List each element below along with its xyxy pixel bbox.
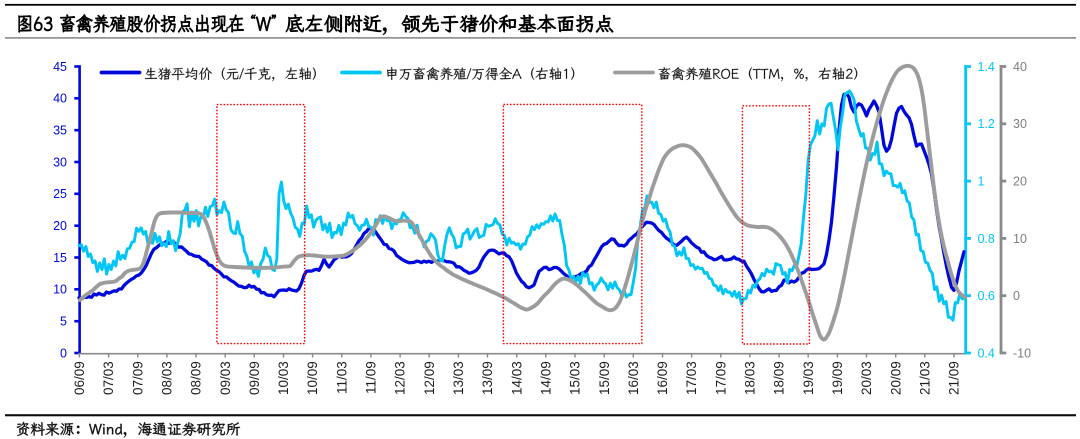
svg-text:0.8: 0.8 bbox=[978, 232, 995, 246]
svg-text:10/03: 10/03 bbox=[276, 361, 291, 395]
svg-text:40: 40 bbox=[53, 92, 67, 106]
svg-text:10: 10 bbox=[53, 283, 67, 297]
svg-text:15/03: 15/03 bbox=[568, 361, 583, 395]
svg-text:20: 20 bbox=[1013, 175, 1027, 189]
svg-text:20/03: 20/03 bbox=[859, 361, 874, 395]
svg-text:35: 35 bbox=[53, 124, 67, 138]
svg-text:17/03: 17/03 bbox=[684, 361, 699, 395]
svg-text:13/09: 13/09 bbox=[480, 361, 495, 395]
svg-text:21/09: 21/09 bbox=[947, 361, 962, 395]
svg-text:19/09: 19/09 bbox=[830, 361, 845, 395]
svg-text:1.4: 1.4 bbox=[978, 60, 995, 74]
svg-text:18/03: 18/03 bbox=[743, 361, 758, 395]
svg-text:09/09: 09/09 bbox=[247, 361, 262, 395]
svg-text:07/09: 07/09 bbox=[130, 361, 145, 395]
svg-text:12/09: 12/09 bbox=[422, 361, 437, 395]
svg-text:16/03: 16/03 bbox=[626, 361, 641, 395]
svg-text:45: 45 bbox=[53, 60, 67, 74]
svg-text:08/09: 08/09 bbox=[189, 361, 204, 395]
svg-text:07/03: 07/03 bbox=[101, 361, 116, 395]
svg-text:1: 1 bbox=[978, 175, 985, 189]
svg-text:14/09: 14/09 bbox=[538, 361, 553, 395]
svg-text:-10: -10 bbox=[1013, 346, 1031, 360]
svg-text:16/09: 16/09 bbox=[655, 361, 670, 395]
svg-text:11/09: 11/09 bbox=[364, 361, 379, 394]
svg-text:40: 40 bbox=[1013, 60, 1027, 74]
svg-text:10: 10 bbox=[1013, 232, 1027, 246]
svg-text:15/09: 15/09 bbox=[597, 361, 612, 395]
svg-text:09/03: 09/03 bbox=[218, 361, 233, 395]
svg-text:18/09: 18/09 bbox=[772, 361, 787, 395]
svg-text:1.2: 1.2 bbox=[978, 117, 995, 131]
svg-text:0: 0 bbox=[60, 346, 67, 360]
svg-text:08/03: 08/03 bbox=[160, 361, 175, 395]
svg-text:11/03: 11/03 bbox=[334, 361, 349, 394]
svg-text:14/03: 14/03 bbox=[509, 361, 524, 395]
svg-text:0.6: 0.6 bbox=[978, 289, 995, 303]
svg-text:0: 0 bbox=[1013, 289, 1020, 303]
svg-text:25: 25 bbox=[53, 187, 67, 201]
svg-text:30: 30 bbox=[1013, 117, 1027, 131]
svg-text:21/03: 21/03 bbox=[917, 361, 932, 395]
svg-text:06/09: 06/09 bbox=[72, 361, 87, 395]
svg-text:0.4: 0.4 bbox=[978, 346, 995, 360]
svg-text:30: 30 bbox=[53, 155, 67, 169]
svg-text:13/03: 13/03 bbox=[451, 361, 466, 395]
svg-text:12/03: 12/03 bbox=[393, 361, 408, 395]
svg-text:19/03: 19/03 bbox=[801, 361, 816, 395]
svg-text:10/09: 10/09 bbox=[305, 361, 320, 395]
svg-text:17/09: 17/09 bbox=[713, 361, 728, 395]
svg-text:5: 5 bbox=[60, 315, 67, 329]
svg-text:15: 15 bbox=[53, 251, 67, 265]
svg-text:20: 20 bbox=[53, 219, 67, 233]
svg-text:20/09: 20/09 bbox=[888, 361, 903, 395]
